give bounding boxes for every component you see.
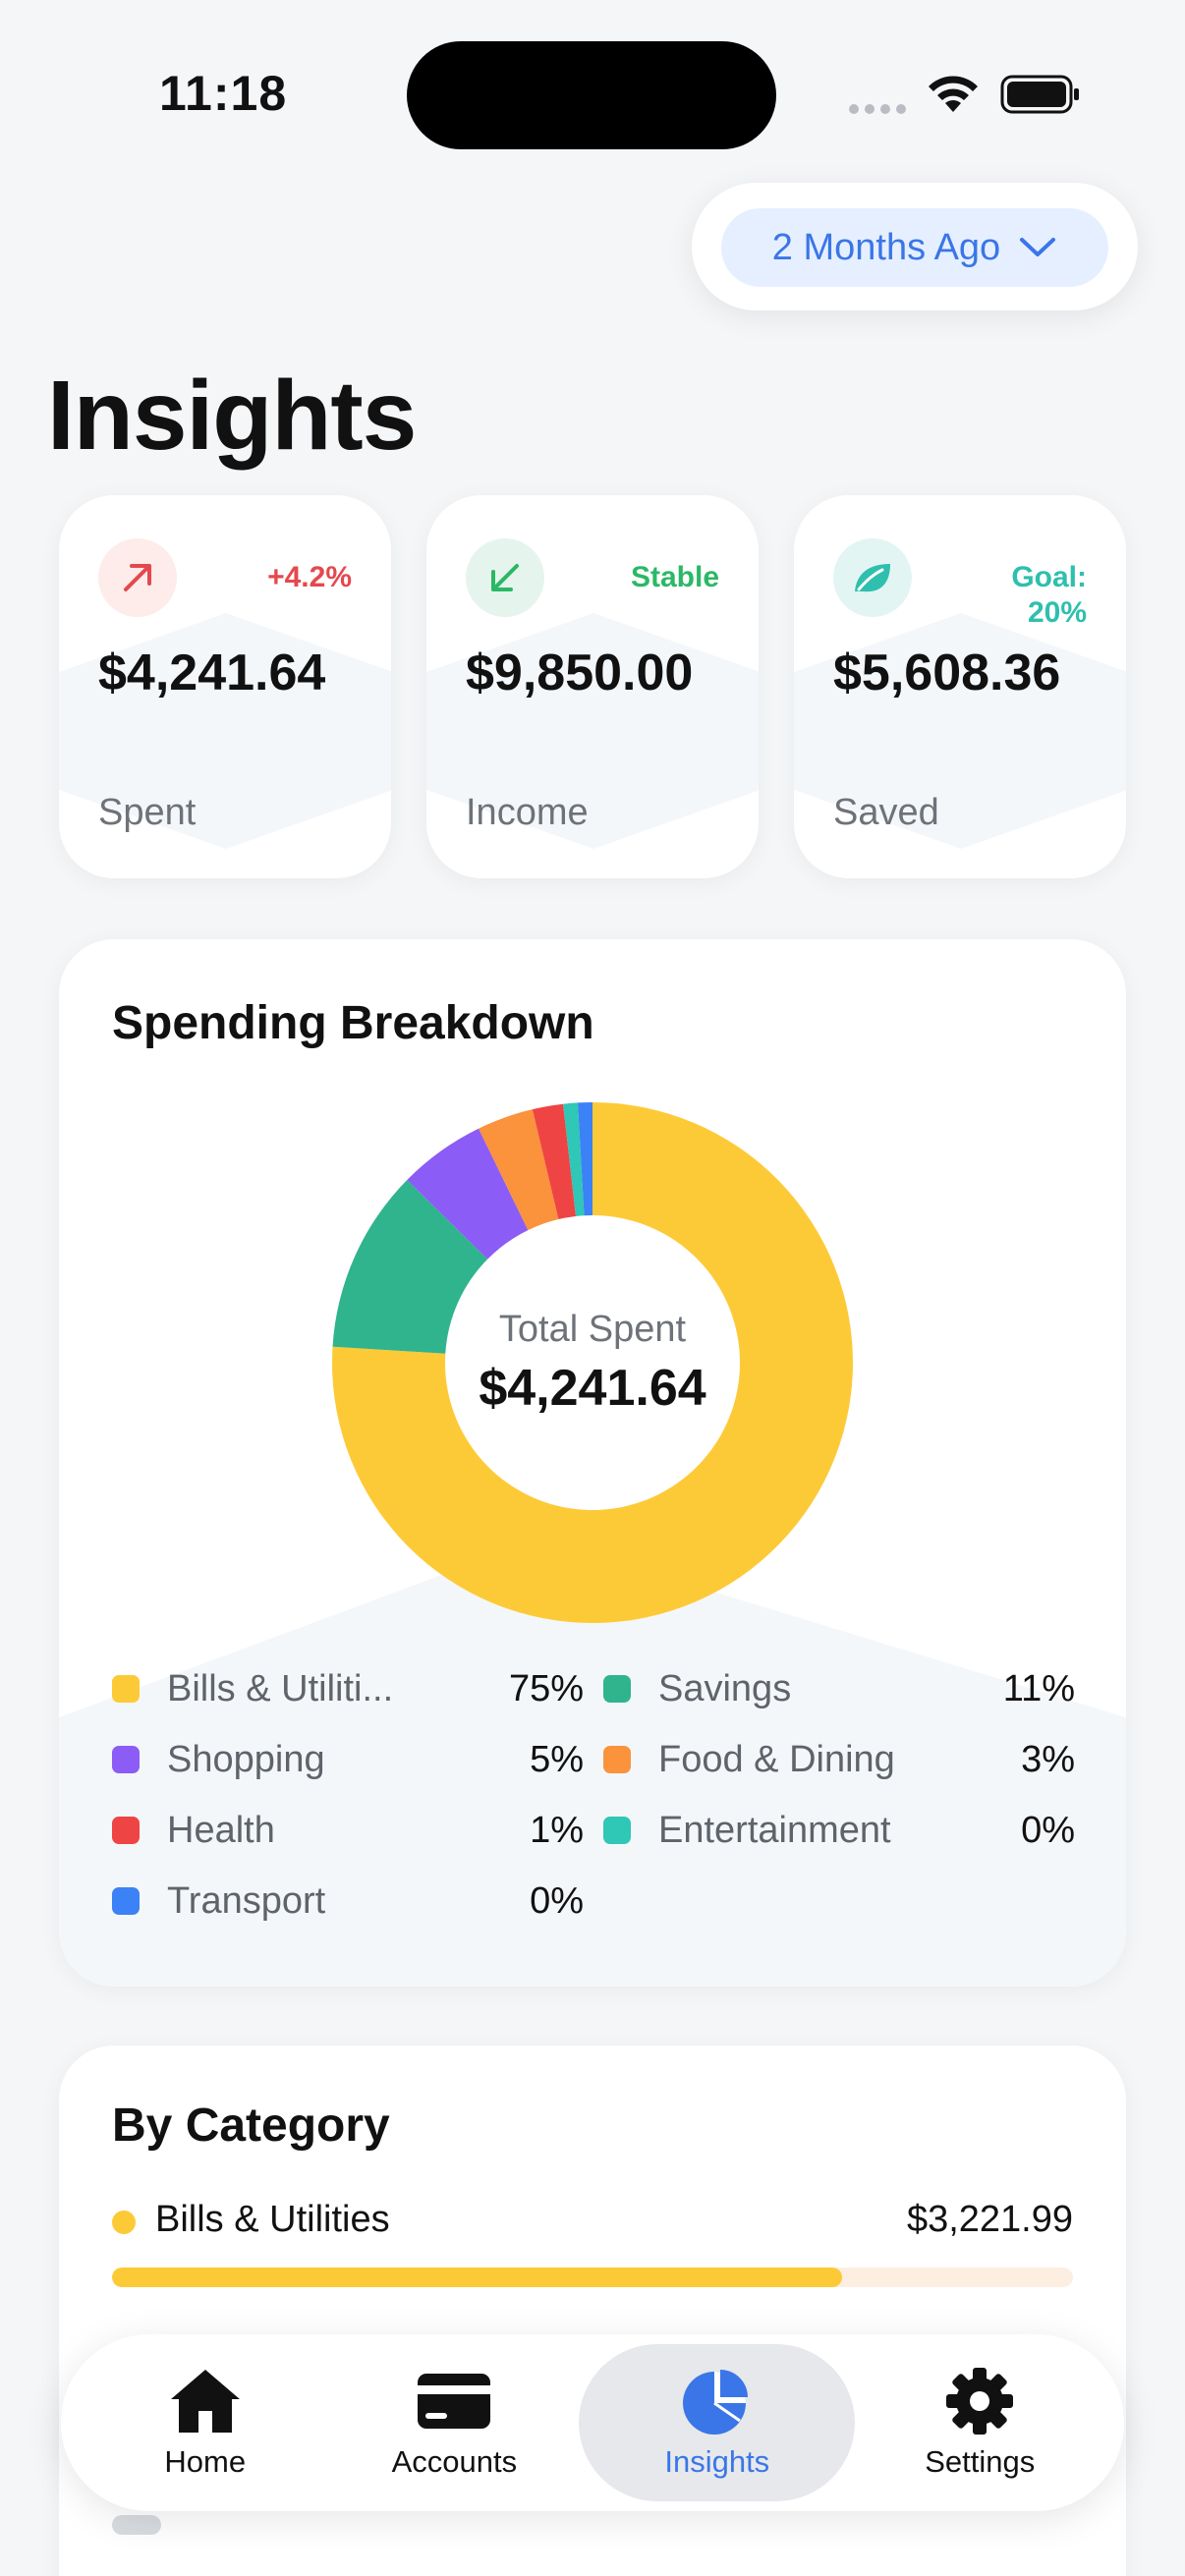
pie-chart-icon: [682, 2370, 748, 2435]
donut-chart[interactable]: Total Spent $4,241.64: [331, 1102, 853, 1623]
spent-summary-card[interactable]: +4.2% $4,241.64 Spent: [59, 495, 391, 878]
category-progress-bar: [112, 2268, 1073, 2287]
legend-pct: 3%: [1021, 1738, 1075, 1780]
battery-icon: [1000, 75, 1079, 114]
legend-swatch: [112, 1817, 140, 1844]
donut-slice-savings[interactable]: [332, 1179, 488, 1354]
legend-item: Transport 0%: [112, 1878, 584, 1924]
donut-slice-transport[interactable]: [578, 1102, 592, 1216]
income-status-badge: Stable: [630, 561, 719, 593]
tab-label: Settings: [925, 2444, 1036, 2479]
arrow-up-right-icon: [98, 538, 177, 617]
category-dot: [112, 2211, 136, 2234]
legend-name: Shopping: [167, 1738, 325, 1780]
credit-card-icon: [418, 2374, 491, 2429]
spent-label: Spent: [98, 792, 197, 833]
by-category-title: By Category: [112, 2100, 390, 2152]
spending-breakdown-card: Spending Breakdown Total Spent $4,241.64…: [59, 939, 1126, 1987]
saved-amount: $5,608.36: [833, 644, 1061, 701]
legend-pct: 5%: [530, 1738, 584, 1780]
income-summary-card[interactable]: Stable $9,850.00 Income: [426, 495, 759, 878]
legend-pct: 0%: [1021, 1809, 1075, 1851]
legend-name: Bills & Utiliti...: [167, 1667, 394, 1709]
total-spent-label: Total Spent: [498, 1308, 687, 1350]
donut-slice-health[interactable]: [532, 1103, 577, 1220]
tab-bar: Home Accounts Insights: [61, 2334, 1124, 2511]
category-progress-fill: [112, 2268, 843, 2287]
legend-item: Entertainment 0%: [584, 1808, 1075, 1853]
legend-swatch: [112, 1675, 140, 1703]
income-label: Income: [466, 792, 589, 833]
tab-home[interactable]: Home: [81, 2344, 330, 2501]
legend-item: Food & Dining 3%: [584, 1737, 1075, 1782]
arrow-down-left-icon: [466, 538, 544, 617]
legend-swatch: [112, 1887, 140, 1915]
breakdown-title: Spending Breakdown: [112, 997, 594, 1049]
tab-insights[interactable]: Insights: [579, 2344, 856, 2501]
month-selector-label: 2 Months Ago: [771, 226, 1001, 268]
tab-label: Home: [164, 2444, 247, 2479]
scroll-ghost: [112, 2515, 161, 2535]
spent-change-badge: +4.2%: [267, 561, 352, 593]
legend-swatch: [603, 1746, 631, 1773]
house-icon: [170, 2370, 240, 2433]
tab-label: Insights: [664, 2444, 770, 2479]
total-spent-value: $4,241.64: [479, 1359, 706, 1417]
page-title: Insights: [47, 361, 417, 471]
legend-item: Health 1%: [112, 1808, 584, 1853]
donut-slice-bills-utilities[interactable]: [331, 1102, 853, 1623]
legend-item: Savings 11%: [584, 1666, 1075, 1711]
wifi-icon: [929, 76, 978, 112]
saved-label: Saved: [833, 792, 939, 833]
donut-slice-food-dining[interactable]: [479, 1109, 559, 1231]
category-amount: $3,221.99: [906, 2199, 1073, 2240]
legend-item: Bills & Utiliti... 75%: [112, 1666, 584, 1711]
legend-name: Food & Dining: [658, 1738, 895, 1780]
donut-chart-svg: [331, 1102, 853, 1623]
spent-amount: $4,241.64: [98, 644, 326, 701]
legend-name: Transport: [167, 1879, 326, 1922]
legend-name: Savings: [658, 1667, 792, 1709]
legend-swatch: [603, 1817, 631, 1844]
tab-label: Accounts: [391, 2444, 518, 2479]
legend-pct: 0%: [530, 1879, 584, 1922]
legend-pct: 11%: [1002, 1667, 1075, 1709]
month-selector-container: 2 Months Ago: [692, 183, 1138, 310]
legend-swatch: [112, 1746, 140, 1773]
gear-icon: [946, 2368, 1014, 2435]
legend-swatch: [603, 1675, 631, 1703]
donut-center: Total Spent $4,241.64: [332, 1102, 853, 1623]
chevron-down-icon: [1020, 238, 1056, 256]
donut-slice-shopping[interactable]: [407, 1128, 529, 1260]
cellular-signal-icon: [849, 104, 906, 114]
income-amount: $9,850.00: [466, 644, 694, 701]
leaf-icon: [833, 538, 912, 617]
legend-name: Health: [167, 1809, 275, 1851]
category-name: Bills & Utilities: [155, 2199, 390, 2240]
status-time: 11:18: [159, 66, 288, 121]
status-bar: 11:18: [0, 0, 1185, 196]
tab-accounts[interactable]: Accounts: [330, 2344, 580, 2501]
legend-item: Shopping 5%: [112, 1737, 584, 1782]
breakdown-legend: Bills & Utiliti... 75% Savings 11% Shopp…: [112, 1666, 1075, 1924]
legend-name: Entertainment: [658, 1809, 891, 1851]
legend-pct: 1%: [530, 1809, 584, 1851]
month-selector-button[interactable]: 2 Months Ago: [721, 208, 1108, 287]
tab-settings[interactable]: Settings: [855, 2344, 1104, 2501]
saved-summary-card[interactable]: Goal: 20% $5,608.36 Saved: [794, 495, 1126, 878]
legend-pct: 75%: [508, 1667, 584, 1709]
dynamic-island: [407, 41, 776, 149]
donut-slice-entertainment[interactable]: [563, 1102, 585, 1216]
saved-goal-badge: Goal: 20%: [1011, 561, 1087, 629]
